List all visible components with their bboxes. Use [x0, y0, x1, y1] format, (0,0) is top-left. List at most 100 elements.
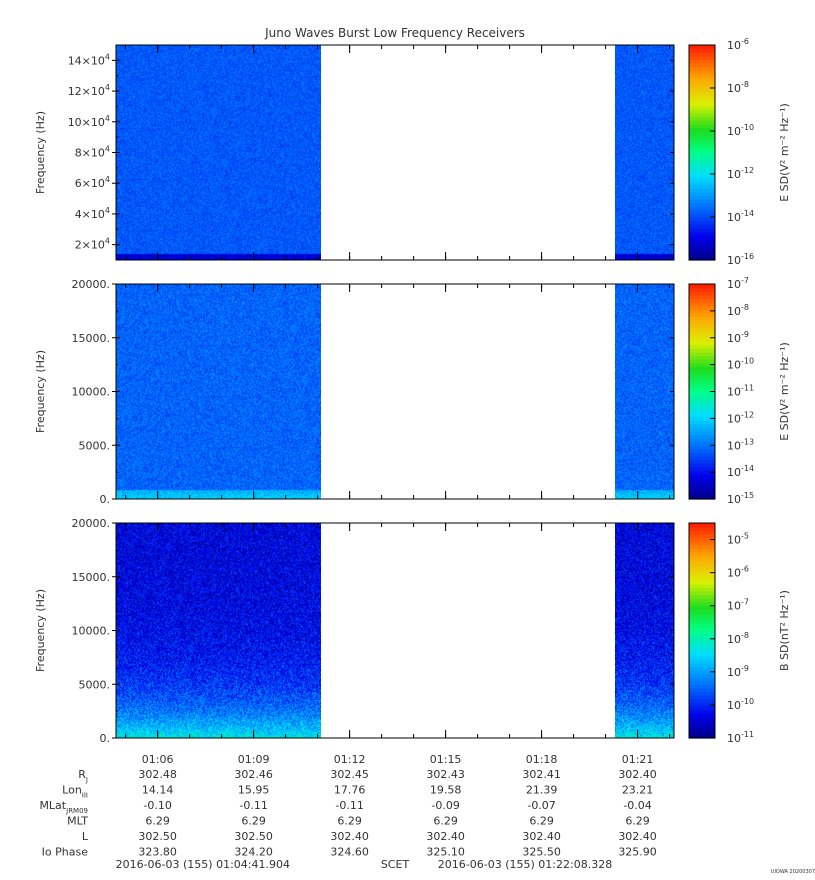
- y-tick-label: 2×104: [75, 237, 110, 252]
- colorbar-cell: [689, 309, 715, 314]
- ephemeris-value: 302.50: [138, 830, 177, 843]
- panel-1: 2×104 4×104 6×104 8×104 10×104 12×104 14×104 Fr…: [34, 37, 791, 267]
- colorbar-cell: [689, 384, 715, 389]
- colorbar-cell: [689, 377, 715, 382]
- colorbar-cell: [689, 202, 715, 207]
- ephemeris-value: -0.09: [431, 799, 459, 812]
- colorbar-cell: [689, 91, 715, 96]
- colorbar-cell: [689, 452, 715, 457]
- colorbar-tick-label: 10-12: [727, 410, 754, 425]
- colorbar-cell: [689, 145, 715, 150]
- colorbar-cell: [689, 116, 715, 121]
- colorbar-tick-label: 10-10: [727, 123, 754, 138]
- y-tick-label: 6×104: [75, 175, 110, 190]
- colorbar-cell: [689, 177, 715, 182]
- colorbar-cell: [689, 234, 715, 240]
- colorbar-cell: [689, 477, 715, 482]
- y-tick-label: 20000.: [72, 517, 111, 530]
- colorbar-cell: [689, 705, 715, 710]
- panel-3: 0. 5000. 10000. 15000. 20000. Frequency (Hz) 1…: [34, 517, 791, 745]
- colorbar-cell: [689, 355, 715, 360]
- colorbar-cell: [689, 591, 715, 596]
- ephemeris-value: 15.95: [238, 784, 270, 797]
- colorbar-1: 10-6 10-8 10-10 10-12 10-14 10-16 E SD(V² m⁻² …: [688, 37, 791, 267]
- colorbar-cell: [689, 242, 715, 247]
- colorbar-cell: [689, 188, 715, 193]
- ephemeris-value: 302.46: [234, 768, 273, 781]
- colorbar-cell: [689, 623, 715, 628]
- colorbar-tick-label: 10-5: [727, 532, 749, 547]
- colorbar-cell: [689, 637, 715, 642]
- colorbar-cell: [689, 605, 715, 610]
- colorbar-cell: [689, 73, 715, 78]
- y-axis-label: Frequency (Hz): [34, 350, 47, 433]
- colorbar-cell: [689, 131, 715, 136]
- colorbar-cell: [689, 380, 715, 385]
- colorbar-cell: [689, 448, 715, 454]
- ephemeris-table: RJ 302.48 302.46 302.45 302.43 302.41 302.40 Lo…: [39, 768, 656, 859]
- colorbar-cell: [689, 466, 715, 471]
- colorbar-tick-label: 10-11: [727, 730, 754, 745]
- x-tick-label: 01:12: [334, 753, 366, 766]
- ephemeris-value: 23.21: [622, 784, 654, 797]
- start-time-label: 2016-06-03 (155) 01:04:41.904: [116, 858, 290, 871]
- colorbar-cell: [689, 684, 715, 689]
- colorbar-cell: [689, 612, 715, 617]
- colorbar-cell: [689, 634, 715, 639]
- colorbar-cell: [689, 716, 715, 721]
- colorbar-cell: [689, 287, 715, 292]
- colorbar-cell: [689, 330, 715, 335]
- colorbar-cell: [689, 88, 715, 93]
- colorbar-cell: [689, 641, 715, 646]
- colorbar-cell: [689, 184, 715, 189]
- spectrogram-image-3-2: [615, 523, 674, 738]
- colorbar-cell: [689, 206, 715, 211]
- colorbar-cell: [689, 445, 715, 450]
- colorbar-cell: [689, 395, 715, 400]
- end-time-label: 2016-06-03 (155) 01:22:08.328: [438, 858, 612, 871]
- ephemeris-value: 302.40: [330, 830, 369, 843]
- ephemeris-value: 14.14: [142, 784, 174, 797]
- colorbar-cell: [689, 138, 715, 143]
- colorbar-cell: [689, 45, 715, 50]
- colorbar-cell: [689, 252, 715, 258]
- colorbar-cell: [689, 291, 715, 296]
- colorbar-cell: [689, 220, 715, 225]
- colorbar-cell: [689, 298, 715, 303]
- colorbar-cell: [689, 533, 715, 538]
- x-tick-label: 01:15: [430, 753, 462, 766]
- colorbar-cell: [689, 687, 715, 693]
- colorbar-2: 10-7 10-8 10-9 10-10 10-11 10-12 10-13 10-14 10-…: [688, 276, 791, 506]
- colorbar-cell: [689, 294, 715, 299]
- colorbar-cell: [689, 366, 715, 371]
- spectrogram-image-1-2: [615, 45, 674, 260]
- y-tick-label: 10000.: [72, 386, 111, 399]
- ephemeris-value: 302.40: [522, 830, 561, 843]
- colorbar-cell: [689, 666, 715, 671]
- ephemeris-value: 21.39: [526, 784, 558, 797]
- colorbar-cell: [689, 526, 715, 531]
- colorbar-tick-label: 10-6: [727, 37, 749, 52]
- colorbar-cell: [689, 562, 715, 567]
- y-axis-label: Frequency (Hz): [34, 111, 47, 194]
- y-tick-label: 20000.: [72, 278, 111, 291]
- colorbar-cell: [689, 319, 715, 325]
- colorbar-cell: [689, 481, 715, 486]
- colorbar-cell: [689, 159, 715, 164]
- ephemeris-value: 6.29: [145, 815, 170, 828]
- ephemeris-label: LonIII: [62, 784, 88, 800]
- colorbar-cell: [689, 120, 715, 125]
- colorbar-cell: [689, 459, 715, 464]
- colorbar-cell: [689, 548, 715, 553]
- colorbar-label: E SD(V² m⁻² Hz⁻¹): [778, 103, 791, 202]
- colorbar-label: B SD(nT² Hz⁻¹): [778, 590, 791, 671]
- colorbar-cell: [689, 305, 715, 310]
- y-tick-label: 5000.: [79, 678, 111, 691]
- colorbar-cell: [689, 98, 715, 103]
- colorbar-cell: [689, 712, 715, 718]
- y-tick-label: 0.: [100, 493, 111, 506]
- ephemeris-value: 6.29: [625, 815, 650, 828]
- colorbar-cell: [689, 652, 715, 657]
- colorbar-cell: [689, 619, 715, 624]
- colorbar-tick-label: 10-7: [727, 276, 749, 291]
